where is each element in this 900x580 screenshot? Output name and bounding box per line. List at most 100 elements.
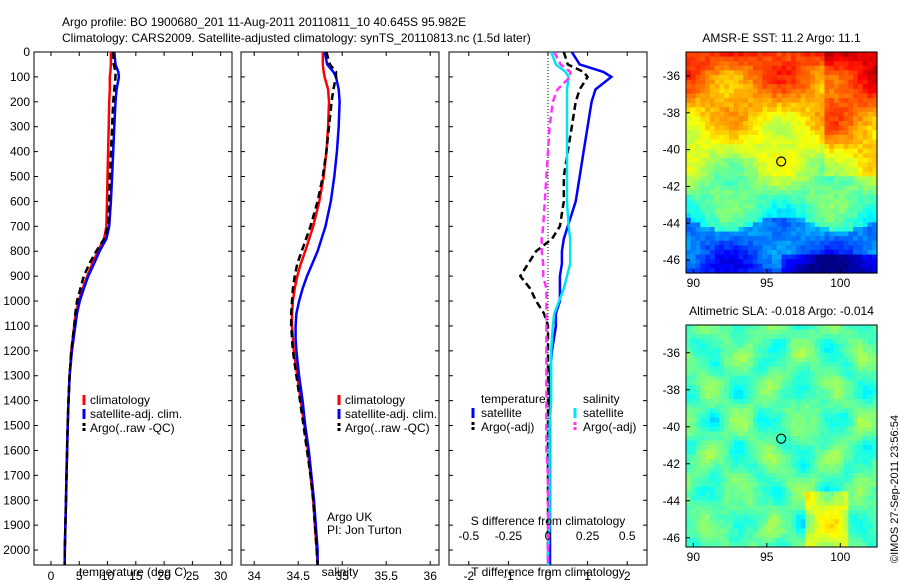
x-tick-label: 35.5 [375,569,399,580]
legend-label: Argo(..raw -QC) [90,421,175,435]
annotation-line1: Argo UK [327,510,372,524]
y-tick-label: 1300 [3,369,30,383]
x-tick-label: 10 [101,569,115,580]
y-tick-label: 200 [10,95,30,109]
y-tick-label: 900 [10,269,30,283]
series-line-4 [540,52,572,565]
x-tick-label: 34 [248,569,262,580]
legend-title-temperature: temperature [481,392,546,406]
x-tick-label: 90 [687,550,701,564]
y-tick-label: 300 [10,120,30,134]
y-tick-label: 1100 [4,319,30,333]
y-tick-label: 600 [10,194,30,208]
map-title: AMSR-E SST: 11.2 Argo: 11.1 [702,31,861,45]
x-tick-label: 25 [186,569,200,580]
x-tick-label: 15 [129,569,143,580]
sst-map: 90 95 100 -36 -38 -40 -42 -44 -46 AMSR-E SST: 11.… [663,31,878,290]
series-line-1 [548,52,614,565]
y-tick-label: -40 [663,420,681,434]
y-tick-label: -36 [663,346,681,360]
y-tick-label: 1600 [3,443,30,457]
argo-location-marker [776,156,787,167]
legend-label: climatology [345,393,405,407]
plot-frame [240,51,440,566]
y-tick-label: 2000 [3,543,30,557]
x-tick-label: 100 [830,276,850,290]
y-tick-label: 1900 [3,518,30,532]
y-tick-label: 500 [10,170,30,184]
x2-tick-label: -0.5 [458,529,479,543]
argo-location-marker [776,433,787,444]
y-tick-label: 800 [10,244,30,258]
legend-title-salinity: salinity [583,392,620,406]
x-tick-label: 95 [760,276,774,290]
y-tick-label: 1500 [3,419,30,433]
x2-axis-label: S difference from climatology [471,514,626,528]
series-line-3 [289,52,338,565]
series-line-3 [546,52,572,565]
y-tick-label: 1700 [3,468,30,482]
legend-label: Argo(-adj) [481,420,534,434]
x-axis-label: T difference from climatology [471,565,625,579]
series-line-3 [63,52,117,565]
x-tick-label: 34.5 [287,569,311,580]
x-tick-label: 30 [214,569,228,580]
y-tick-label: -42 [663,457,681,471]
map-frame [685,324,878,548]
x-tick-label: 2 [624,569,631,580]
x-tick-label: -1 [503,569,514,580]
temperature-panel: 0 5 10 15 20 25 300100200300400500600700800900… [3,45,233,580]
x-tick-label: 36 [424,569,438,580]
legend-label: satellite-adj. clim. [90,407,182,421]
annotation-line2: PI: Jon Turton [327,523,402,537]
x-tick-label: 20 [157,569,171,580]
x-tick-label: 100 [830,550,850,564]
x-tick-label: 35 [336,569,350,580]
x-tick-label: 0 [48,569,55,580]
difference-panel: -2 -1 0 1 2T difference from climatology -0.5… [448,51,648,580]
y-tick-label: 1000 [3,294,30,308]
y-tick-label: -44 [663,216,681,230]
sla-map: 90 95 100 -36 -38 -40 -42 -44 -46 Altimetric SLA:… [663,304,878,564]
y-tick-label: -46 [663,531,681,545]
y-tick-label: -46 [663,253,681,267]
x-axis-label: temperature (deg C) [79,565,187,579]
x-axis-label: salinity [322,565,359,579]
y-tick-label: 0 [23,45,30,59]
x-tick-label: 90 [687,276,701,290]
legend-label: Argo(..raw -QC) [345,421,430,435]
x-tick-label: 95 [760,550,774,564]
x2-tick-label: -0.25 [495,529,523,543]
x-tick-label: 1 [584,569,591,580]
y-tick-label: -38 [663,106,681,120]
legend-label: climatology [90,393,150,407]
series-line-2 [294,52,341,565]
legend-label: satellite [583,406,624,420]
y-tick-label: -42 [663,179,681,193]
map-frame [685,51,878,274]
y-tick-label: 400 [10,145,30,159]
x2-tick-label: 0.25 [576,529,600,543]
x2-tick-label: 0.5 [619,529,636,543]
figure-title-line2: Climatology: CARS2009. Satellite-adjuste… [62,31,531,45]
x2-tick-label: 0 [545,529,552,543]
salinity-panel: 34 34.5 35 35.5 36 salinity climatologysatelli… [240,51,440,580]
y-tick-label: 100 [10,70,30,84]
legend-label: satellite [481,406,522,420]
y-tick-label: 1200 [3,344,30,358]
y-tick-label: 1800 [3,493,30,507]
series-line-1 [63,52,113,565]
figure-title-line1: Argo profile: BO 1900680_201 11-Aug-2011… [62,15,467,29]
map-title: Altimetric SLA: -0.018 Argo: -0.014 [689,304,874,318]
y-tick-label: -44 [663,494,681,508]
legend-label: Argo(-adj) [583,420,636,434]
x-tick-label: 0 [545,569,552,580]
series-line-2 [518,52,590,565]
x-tick-label: 5 [76,569,83,580]
y-tick-label: -36 [663,69,681,83]
series-line-2 [63,52,121,565]
y-tick-label: -40 [663,143,681,157]
y-tick-label: 700 [10,219,30,233]
y-tick-label: -38 [663,383,681,397]
